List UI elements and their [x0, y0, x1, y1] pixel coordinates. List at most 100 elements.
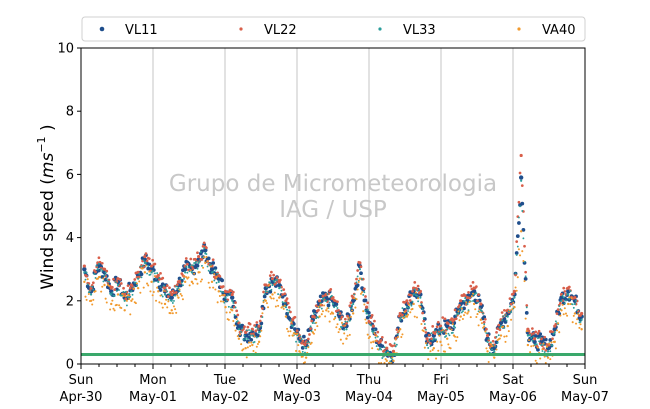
data-point	[441, 316, 445, 319]
data-point	[421, 311, 424, 315]
data-point	[310, 341, 313, 344]
data-point	[342, 323, 345, 326]
data-point	[567, 285, 571, 289]
data-point	[495, 348, 498, 351]
data-point	[256, 342, 259, 345]
data-point	[430, 332, 433, 335]
data-point	[519, 254, 522, 257]
x-tick-label-day: Mon	[139, 373, 166, 388]
data-point	[367, 337, 370, 340]
data-point	[208, 286, 211, 289]
data-point	[125, 299, 128, 302]
data-point	[262, 290, 265, 294]
data-point	[142, 286, 145, 289]
data-point	[234, 301, 237, 305]
data-point	[89, 290, 91, 293]
data-point	[282, 307, 285, 310]
data-point	[389, 360, 392, 363]
data-point	[245, 356, 248, 359]
data-point	[198, 260, 201, 263]
data-point	[264, 290, 267, 293]
data-point	[463, 314, 466, 317]
data-point	[283, 304, 286, 307]
data-point	[151, 294, 154, 297]
data-point	[353, 293, 356, 296]
data-point	[396, 336, 399, 339]
x-tick-label-day: Sun	[69, 373, 94, 388]
data-point	[201, 264, 203, 267]
data-point	[299, 335, 302, 338]
data-point	[181, 284, 184, 287]
data-point	[491, 348, 493, 351]
data-point	[203, 247, 206, 250]
data-point	[437, 349, 440, 352]
data-point	[348, 333, 351, 336]
data-point	[440, 344, 443, 347]
data-point	[155, 277, 157, 280]
data-point	[349, 301, 353, 305]
data-point	[93, 273, 96, 276]
data-point	[240, 343, 243, 346]
data-point	[517, 221, 521, 225]
data-point	[365, 312, 368, 315]
data-point	[159, 271, 162, 275]
x-axis: Sun Apr-30 Mon May-01 Tue May-02 Wed May-03 Thu M…	[60, 364, 609, 405]
data-point	[545, 345, 548, 348]
data-point	[204, 261, 207, 265]
data-point	[190, 280, 194, 284]
data-point	[521, 210, 524, 212]
data-point	[386, 350, 389, 353]
data-point	[163, 293, 167, 296]
data-point	[362, 310, 365, 313]
y-tick-label: 4	[66, 231, 74, 246]
data-point	[432, 347, 435, 350]
data-point	[416, 284, 420, 288]
data-point	[400, 336, 403, 339]
data-point	[365, 305, 369, 309]
data-point	[465, 301, 468, 304]
data-point	[247, 341, 251, 344]
data-point	[524, 311, 529, 315]
data-point	[523, 244, 526, 248]
data-point	[260, 325, 263, 328]
data-point	[458, 303, 461, 307]
data-point	[456, 336, 459, 339]
data-point	[207, 269, 210, 272]
data-point	[209, 265, 212, 268]
data-point	[157, 280, 160, 283]
data-point	[380, 344, 385, 348]
data-point	[279, 278, 282, 282]
data-point	[249, 337, 254, 342]
data-point	[497, 334, 500, 337]
data-point	[165, 288, 168, 291]
data-point	[213, 273, 216, 276]
data-point	[262, 294, 267, 299]
data-point	[417, 297, 420, 300]
data-point	[276, 278, 278, 281]
data-point	[272, 279, 275, 282]
data-point	[139, 265, 142, 268]
data-point	[541, 350, 544, 352]
data-point	[425, 328, 427, 331]
data-point	[440, 326, 443, 329]
data-point	[471, 292, 475, 295]
data-point	[555, 312, 559, 316]
y-tick-label: 2	[66, 294, 74, 309]
data-point	[438, 334, 441, 337]
data-point	[476, 301, 479, 304]
data-point	[103, 283, 106, 287]
data-point	[420, 322, 423, 326]
data-point	[197, 261, 200, 264]
data-point	[401, 313, 404, 317]
data-point	[244, 337, 247, 340]
data-point	[158, 288, 163, 292]
data-point	[87, 293, 90, 296]
data-point	[267, 290, 269, 293]
data-point	[167, 298, 170, 301]
data-point	[524, 270, 527, 274]
data-point	[171, 302, 174, 304]
data-point	[115, 290, 118, 292]
data-point	[231, 309, 234, 312]
data-point	[165, 284, 169, 288]
data-point	[393, 342, 396, 345]
